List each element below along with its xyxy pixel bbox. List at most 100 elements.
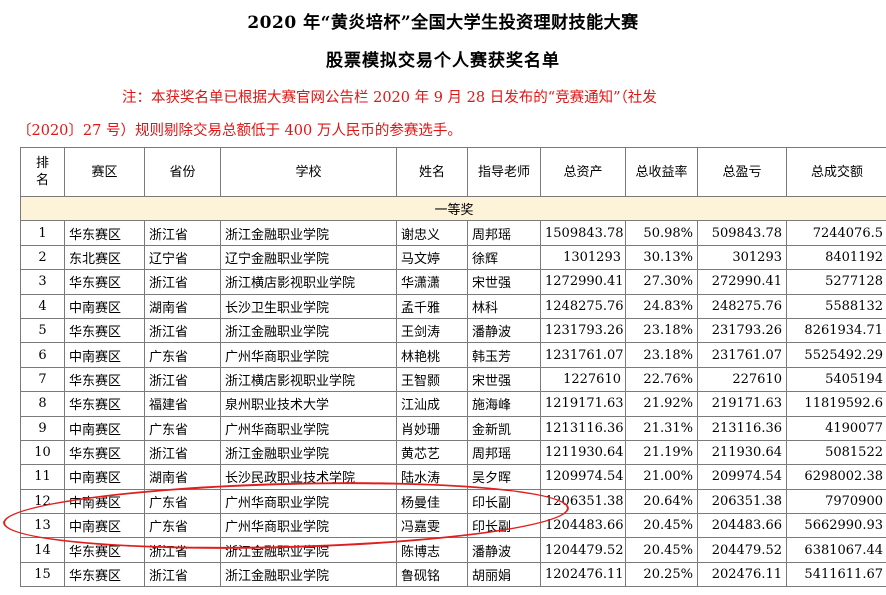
total-volume-cell: 5411611.67 [786,561,886,588]
rank-cell: 9 [20,415,65,441]
header-total-profit: 总盈亏 [697,147,787,197]
total-volume-cell: 8261934.71 [786,317,886,344]
total-profit-cell: 213116.36 [697,415,787,441]
total-volume-cell: 5525492.29 [786,342,886,368]
province-cell: 浙江省 [144,439,221,466]
school-cell: 浙江金融职业学院 [220,439,397,466]
total-assets-cell: 1206351.38 [540,488,626,515]
province-cell: 广东省 [144,488,221,515]
province-cell: 湖南省 [144,464,221,490]
total-profit-cell: 301293 [697,244,787,271]
table-row: 12 中南赛区 广东省 广州华商职业学院 杨曼佳 印长副 1206351.38 20.64% 2… [20,488,886,515]
region-cell: 中南赛区 [64,464,145,490]
name-cell: 黄芯艺 [396,439,468,466]
table-row: 5 华东赛区 浙江省 浙江金融职业学院 王剑涛 潘静波 1231793.26 23.18% 23… [20,317,886,344]
province-cell: 广东省 [144,342,221,368]
teacher-cell: 韩玉芳 [467,342,541,368]
total-return-cell: 21.19% [625,439,698,466]
total-return-cell: 22.76% [625,366,698,393]
table-header-row: 排名 赛区 省份 学校 姓名 指导老师 总资产 总收益率 总盈亏 总成交额 [20,147,886,197]
total-profit-cell: 206351.38 [697,488,787,515]
region-cell: 华东赛区 [64,561,145,588]
header-rank: 排名 [20,147,65,197]
name-cell: 鲁砚铭 [396,561,468,588]
school-cell: 辽宁金融职业学院 [220,244,397,271]
total-profit-cell: 272990.41 [697,269,787,295]
region-cell: 华东赛区 [64,391,145,417]
total-profit-cell: 209974.54 [697,464,787,490]
total-volume-cell: 7244076.5 [786,220,886,246]
region-cell: 中南赛区 [64,415,145,441]
name-cell: 谢忠义 [396,220,468,246]
teacher-cell: 印长副 [467,488,541,515]
total-profit-cell: 509843.78 [697,220,787,246]
province-cell: 辽宁省 [144,244,221,271]
name-cell: 华潇潇 [396,269,468,295]
table-row: 8 华东赛区 福建省 泉州职业技术大学 江汕成 施海峰 1219171.63 21.92% 21… [20,391,886,417]
school-cell: 浙江金融职业学院 [220,220,397,246]
school-cell: 浙江横店影视职业学院 [220,366,397,393]
total-profit-cell: 231761.07 [697,342,787,368]
table-row: 9 中南赛区 广东省 广州华商职业学院 肖妙珊 金新凯 1213116.36 21.31% 21… [20,415,886,441]
school-cell: 广州华商职业学院 [220,488,397,515]
total-volume-cell: 6381067.44 [786,537,886,563]
header-school: 学校 [220,147,397,197]
total-volume-cell: 6298002.38 [786,464,886,490]
rank-cell: 4 [20,293,65,319]
total-volume-cell: 8401192 [786,244,886,271]
total-return-cell: 50.98% [625,220,698,246]
name-cell: 马文婷 [396,244,468,271]
name-cell: 肖妙珊 [396,415,468,441]
region-cell: 东北赛区 [64,244,145,271]
header-name: 姓名 [396,147,468,197]
province-cell: 浙江省 [144,561,221,588]
table-row: 11 中南赛区 湖南省 长沙民政职业技术学院 陆水涛 吴夕晖 1209974.54 21.00… [20,464,886,490]
total-assets-cell: 1204479.52 [540,537,626,563]
document-subtitle: 股票模拟交易个人赛获奖名单 [326,51,560,71]
name-cell: 江汕成 [396,391,468,417]
province-cell: 浙江省 [144,269,221,295]
header-total-volume: 总成交额 [786,147,886,197]
region-cell: 华东赛区 [64,439,145,466]
school-cell: 广州华商职业学院 [220,513,397,539]
table-row: 15 华东赛区 浙江省 浙江金融职业学院 鲁砚铭 胡丽娟 1202476.11 20.25% 2… [20,561,886,588]
awards-table: 排名 赛区 省份 学校 姓名 指导老师 总资产 总收益率 总盈亏 总成交额 一等… [20,147,886,588]
teacher-cell: 周邦瑶 [467,220,541,246]
rank-cell: 12 [20,488,65,515]
table-row: 3 华东赛区 浙江省 浙江横店影视职业学院 华潇潇 宋世强 1272990.41 27.30%… [20,269,886,295]
school-cell: 浙江金融职业学院 [220,537,397,563]
teacher-cell: 林科 [467,293,541,319]
total-profit-cell: 204479.52 [697,537,787,563]
total-assets-cell: 1231793.26 [540,317,626,344]
province-cell: 浙江省 [144,220,221,246]
region-cell: 中南赛区 [64,342,145,368]
name-cell: 孟千雅 [396,293,468,319]
teacher-cell: 胡丽娟 [467,561,541,588]
header-total-return: 总收益率 [625,147,698,197]
teacher-cell: 印长副 [467,513,541,539]
province-cell: 广东省 [144,513,221,539]
province-cell: 湖南省 [144,293,221,319]
total-return-cell: 30.13% [625,244,698,271]
rank-cell: 3 [20,269,65,295]
table-row: 7 华东赛区 浙江省 浙江横店影视职业学院 王智颢 宋世强 1227610 22.76% 227… [20,366,886,393]
total-profit-cell: 219171.63 [697,391,787,417]
rank-cell: 14 [20,537,65,563]
teacher-cell: 潘静波 [467,317,541,344]
school-cell: 浙江金融职业学院 [220,561,397,588]
header-region: 赛区 [64,147,145,197]
school-cell: 广州华商职业学院 [220,415,397,441]
total-assets-cell: 1213116.36 [540,415,626,441]
region-cell: 中南赛区 [64,488,145,515]
region-cell: 中南赛区 [64,293,145,319]
teacher-cell: 潘静波 [467,537,541,563]
rank-cell: 1 [20,220,65,246]
total-profit-cell: 231793.26 [697,317,787,344]
table-row: 1 华东赛区 浙江省 浙江金融职业学院 谢忠义 周邦瑶 1509843.78 50.98% 50… [20,220,886,246]
teacher-cell: 宋世强 [467,269,541,295]
total-assets-cell: 1202476.11 [540,561,626,588]
total-return-cell: 21.00% [625,464,698,490]
teacher-cell: 金新凯 [467,415,541,441]
school-cell: 长沙民政职业技术学院 [220,464,397,490]
province-cell: 浙江省 [144,317,221,344]
